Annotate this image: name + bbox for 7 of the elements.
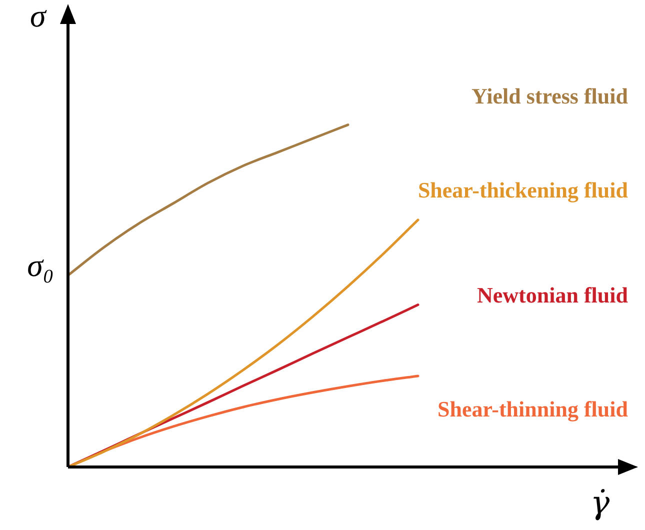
text: σ₀ [27,246,54,283]
series-label: Shear-thinning fluid [437,396,628,422]
series-label: Shear-thickening fluid [418,178,628,203]
text: Newtonian fluid [477,282,628,308]
x-axis-title: γ̇ [590,483,610,522]
text: Yield stress fluid [472,83,628,108]
y-axis-title: σ [30,0,47,34]
